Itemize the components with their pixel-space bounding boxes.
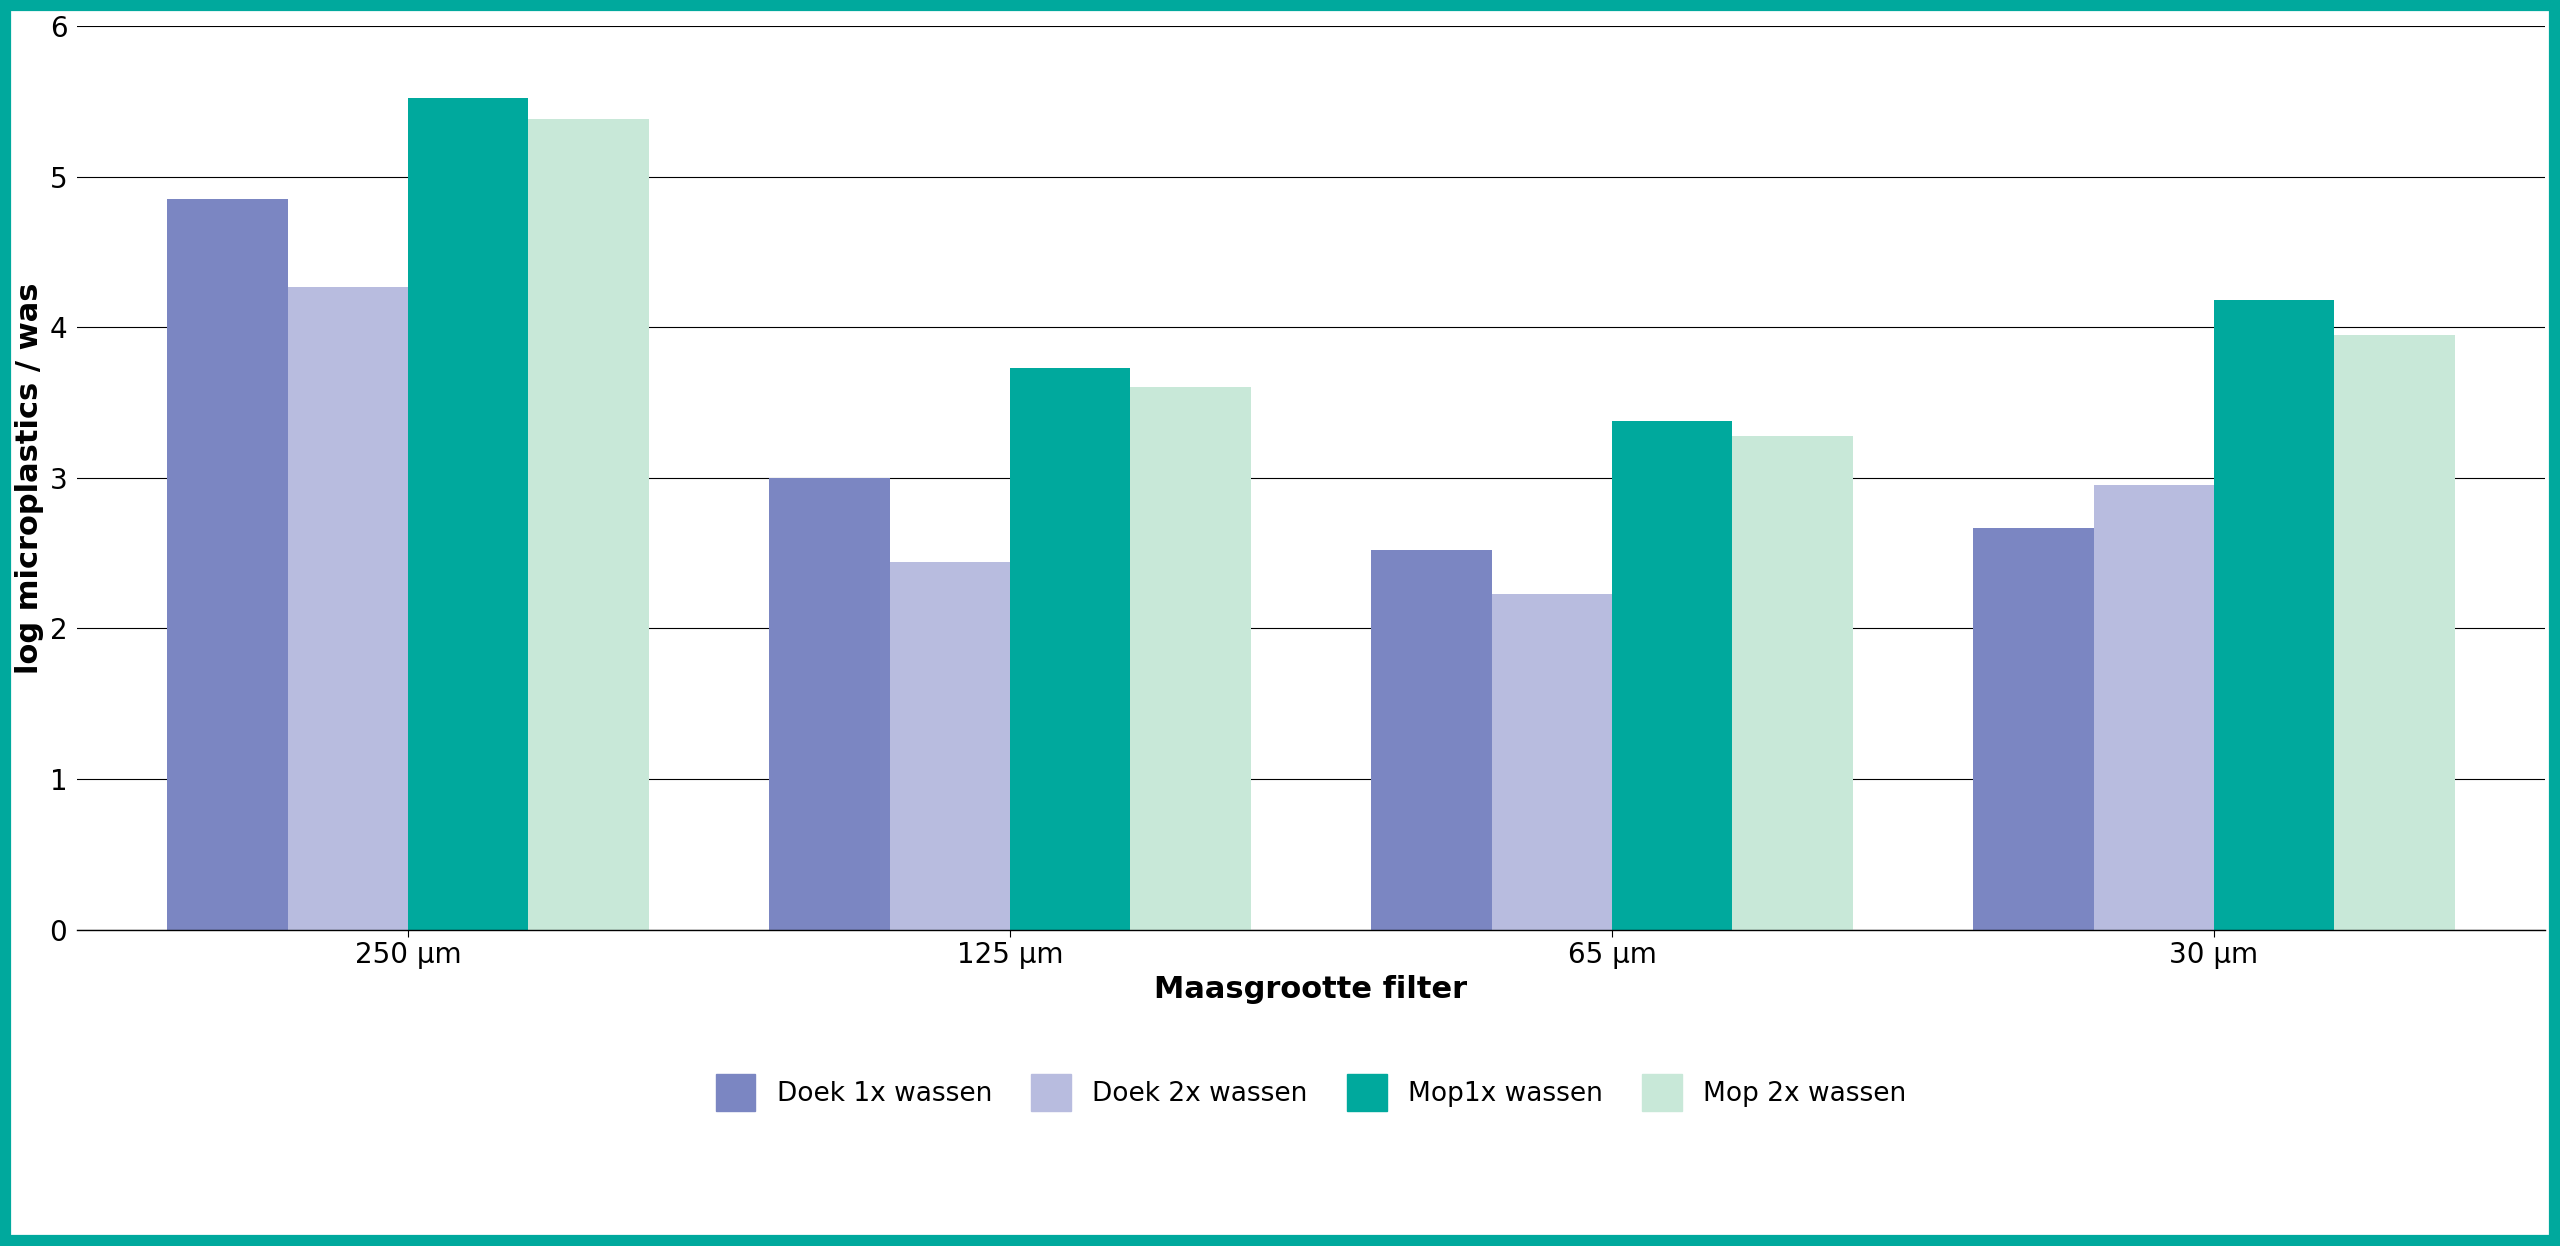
- X-axis label: Maasgrootte filter: Maasgrootte filter: [1155, 976, 1467, 1004]
- Bar: [527, 120, 648, 930]
- Bar: [1733, 436, 1853, 930]
- Bar: [1372, 551, 1492, 930]
- Bar: [2335, 335, 2455, 930]
- Bar: [166, 199, 287, 930]
- Bar: [2214, 300, 2335, 930]
- Bar: [1011, 368, 1132, 930]
- Bar: [891, 562, 1011, 930]
- Bar: [1613, 421, 1733, 930]
- Y-axis label: log microplastics / was: log microplastics / was: [15, 282, 44, 674]
- Bar: [1132, 388, 1252, 930]
- Bar: [407, 98, 527, 930]
- Legend: Doek 1x wassen, Doek 2x wassen, Mop1x wassen, Mop 2x wassen: Doek 1x wassen, Doek 2x wassen, Mop1x wa…: [701, 1060, 1920, 1124]
- Bar: [768, 477, 891, 930]
- Bar: [1974, 527, 2094, 930]
- Bar: [1492, 594, 1613, 930]
- Bar: [287, 287, 407, 930]
- Bar: [2094, 486, 2214, 930]
